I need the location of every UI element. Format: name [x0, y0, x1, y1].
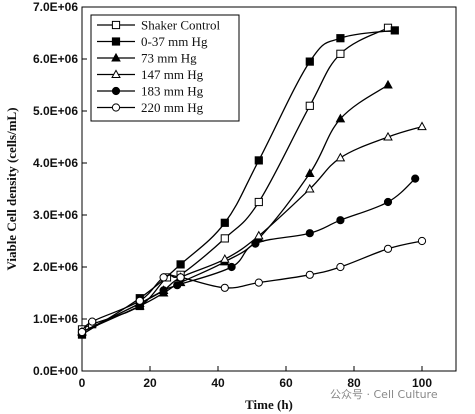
legend-item: 147 mm Hg [97, 67, 204, 82]
legend-marker [111, 20, 121, 30]
legend-marker [111, 37, 121, 46]
x-tick-label: 80 [347, 376, 361, 390]
axes: 0.0E+00 1.0E+06 2.0E+06 3.0E+06 4.0E+06 5.0E+… [33, 0, 432, 390]
legend-item: 183 mm Hg [97, 84, 204, 99]
data-point [173, 281, 182, 290]
data-point [254, 197, 263, 207]
data-point [383, 79, 393, 89]
x-tick-label: 0 [79, 376, 86, 390]
data-point [335, 113, 346, 123]
x-tick-label: 60 [279, 376, 293, 390]
legend-label: Shaker Control [141, 18, 220, 33]
x-tick-label: 100 [412, 376, 432, 390]
data-point [159, 273, 168, 282]
legend-label: 220 mm Hg [141, 100, 204, 115]
data-point [383, 131, 393, 141]
data-point [335, 152, 346, 162]
data-point [383, 197, 393, 207]
data-point [305, 270, 314, 279]
data-point [336, 34, 345, 43]
plot-frame [81, 6, 457, 372]
legend-item: Shaker Control [97, 18, 220, 33]
data-point [77, 327, 87, 337]
legend-box [90, 14, 240, 122]
data-point [390, 26, 399, 35]
data-point [417, 121, 427, 131]
data-point [159, 286, 168, 295]
data-point [305, 57, 314, 66]
data-point [227, 262, 236, 272]
data-point [254, 278, 263, 287]
data-point [305, 229, 314, 238]
data-point [336, 49, 345, 58]
data-point [336, 262, 345, 272]
y-tick-label: 0.0E+00 [33, 364, 78, 378]
legend-label: 183 mm Hg [141, 84, 204, 99]
y-tick-label: 2.0E+06 [33, 260, 78, 274]
legend-marker [111, 103, 121, 112]
legend-marker [111, 52, 121, 62]
y-tick-label: 5.0E+06 [33, 104, 78, 118]
data-point [253, 230, 264, 240]
data-point [176, 273, 185, 282]
data-point [220, 283, 229, 292]
y-tick-label: 1.0E+06 [33, 312, 78, 326]
legend-item: 73 mm Hg [97, 51, 197, 66]
data-point [135, 296, 144, 305]
series-layer [77, 23, 427, 339]
y-tick-label: 6.0E+06 [33, 52, 78, 66]
data-point [411, 174, 420, 183]
series-line [81, 178, 416, 333]
data-point [220, 218, 229, 227]
data-point [219, 254, 230, 263]
watermark-text: 公众号 · Cell Culture [330, 388, 438, 401]
series-6 [77, 236, 427, 337]
y-axis-title: Viable Cell density (cells/mL) [4, 107, 19, 270]
data-point [305, 101, 314, 110]
data-point [251, 239, 260, 248]
data-point [336, 216, 345, 225]
legend-marker [111, 86, 121, 96]
legend-label: 147 mm Hg [141, 67, 204, 82]
data-point [254, 156, 263, 165]
data-point [304, 183, 315, 193]
legend-item: 220 mm Hg [97, 100, 204, 115]
data-point [417, 236, 427, 246]
legend-label: 73 mm Hg [141, 51, 197, 66]
y-tick-label: 4.0E+06 [33, 156, 78, 170]
x-axis-title: Time (h) [245, 397, 293, 412]
data-point [220, 234, 229, 243]
legend-label: 0-37 mm Hg [141, 34, 208, 49]
data-point [88, 317, 97, 326]
data-point [383, 244, 393, 253]
x-tick-label: 40 [211, 376, 225, 390]
y-tick-label: 3.0E+06 [33, 208, 78, 222]
legend-marker [111, 69, 121, 79]
plot-area [81, 6, 457, 372]
y-tick-label: 7.0E+06 [33, 0, 78, 14]
x-tick-label: 20 [143, 376, 157, 390]
series-5 [77, 174, 420, 337]
legend-item: 0-37 mm Hg [97, 34, 208, 49]
data-point [304, 168, 315, 177]
data-point [176, 260, 185, 269]
